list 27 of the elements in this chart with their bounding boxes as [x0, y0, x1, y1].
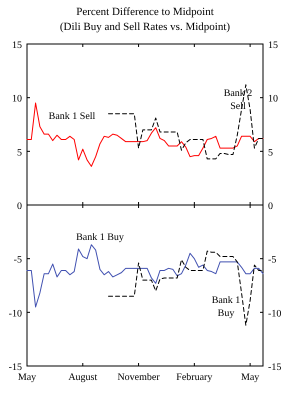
x-tick-label: August: [68, 372, 98, 383]
y2-tick-label: 0: [268, 201, 273, 212]
y-tick-label: 5: [17, 147, 22, 158]
series-label: Bank 1 Sell: [48, 111, 96, 122]
line-series: [26, 244, 264, 308]
y-tick-label: -5: [14, 254, 22, 266]
chart-title: Percent Difference to Midpoint: [76, 6, 214, 18]
y-tick-label: 10: [12, 94, 22, 105]
y-tick-label: 0: [17, 201, 22, 212]
x-tick-label: November: [117, 372, 160, 383]
y2-tick-label: 5: [268, 147, 273, 158]
y-tick-label: 15: [12, 40, 22, 51]
y2-tick-label: 10: [268, 94, 278, 105]
y2-tick-label: 15: [268, 40, 278, 51]
x-tick-label: May: [18, 372, 36, 383]
series-label: Bank 1 Buy: [76, 232, 124, 243]
x-tick-label: May: [240, 372, 260, 383]
chart-subtitle: (Dili Buy and Sell Rates vs. Midpoint): [60, 21, 230, 33]
y-tick-label: -10: [8, 308, 22, 320]
x-tick-label: February: [176, 372, 212, 383]
series-label: Bank 2 Sell: [224, 88, 252, 112]
y2-tick-label: -10: [268, 308, 282, 320]
line-series: [26, 102, 264, 167]
series-label: Bank 1 Buy: [212, 295, 240, 319]
y2-tick-label: -5: [268, 254, 276, 266]
y2-tick-label: -15: [268, 362, 282, 373]
y-tick-label: -15: [8, 362, 22, 373]
